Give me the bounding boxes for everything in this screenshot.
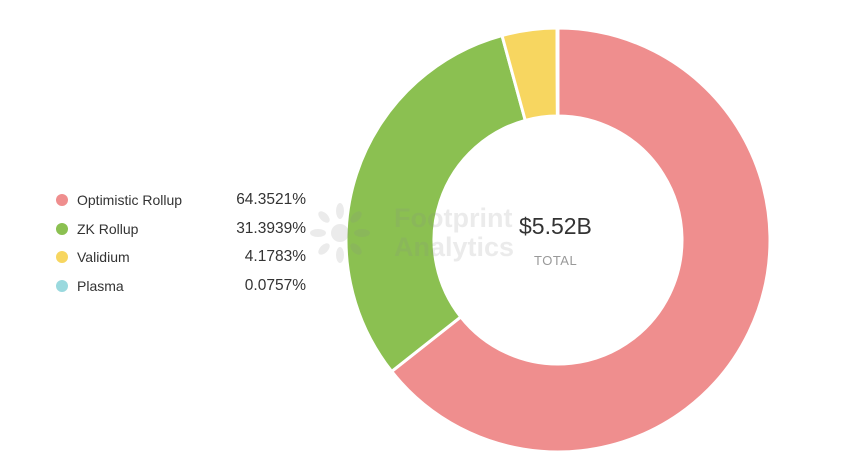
legend-label: Plasma [77,277,124,294]
donut-slices [344,26,772,454]
watermark-brand: Footprint [394,203,513,233]
center-total-value: $5.52B [519,213,592,239]
legend-item-optimistic-rollup[interactable]: Optimistic Rollup 64.3521% [56,186,306,215]
legend-item-plasma[interactable]: Plasma 0.0757% [56,272,306,301]
slice-zk-rollup[interactable] [344,34,527,373]
legend-label: Validium [77,249,130,266]
watermark: Footprint Analytics [300,198,514,268]
center-total-label: TOTAL [534,253,578,268]
legend-label: ZK Rollup [77,220,139,237]
legend-item-zk-rollup[interactable]: ZK Rollup 31.3939% [56,215,306,244]
legend: Optimistic Rollup 64.3521% ZK Rollup 31.… [56,186,306,300]
legend-swatch [56,194,68,207]
footprint-logo-icon [310,203,370,263]
slice-plasma[interactable] [555,26,560,118]
legend-swatch [56,279,68,292]
watermark-brand-line2: Analytics [394,232,515,262]
legend-label: Optimistic Rollup [77,192,183,209]
legend-value: 4.1783% [244,248,306,266]
legend-item-validium[interactable]: Validium 4.1783% [56,243,306,272]
slice-optimistic-rollup[interactable] [390,26,772,454]
legend-value: 0.0757% [244,276,306,294]
legend-swatch [56,251,68,264]
legend-value: 31.3939% [236,219,306,237]
legend-swatch [56,222,68,235]
legend-value: 64.3521% [236,191,306,209]
